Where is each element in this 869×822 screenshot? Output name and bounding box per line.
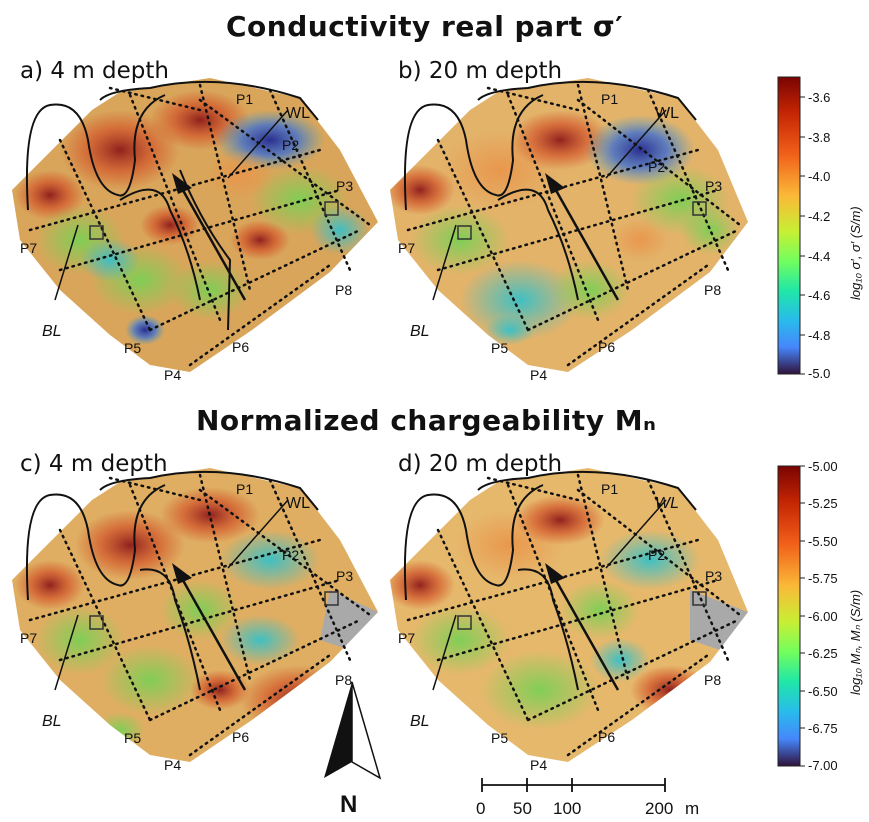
- cbar-bottom-label: log₁₀ Mₙ, Mₙ (S/m): [848, 590, 863, 695]
- label-p8-c: P8: [335, 672, 352, 688]
- scale-unit: m: [685, 799, 699, 818]
- north-label: N: [340, 791, 357, 818]
- cbar-bottom-tick-6: -6.50: [808, 684, 838, 699]
- cbar-bottom-tick-5: -6.25: [808, 646, 838, 661]
- panel-label-d: d) 20 m depth: [398, 451, 563, 477]
- panel-label-a: a) 4 m depth: [20, 58, 169, 84]
- label-p4-d: P4: [530, 757, 547, 773]
- label-p7-c: P7: [20, 630, 37, 646]
- north-arrow-icon: N: [324, 681, 382, 818]
- scale-bar: 0 50 100 200 m: [476, 778, 699, 818]
- label-p2-a: P2: [282, 137, 299, 153]
- section-title-chargeability: Normalized chargeability Mₙ: [196, 404, 657, 437]
- label-p7-a: P7: [20, 240, 37, 256]
- panel-label-b: b) 20 m depth: [398, 58, 563, 84]
- cbar-bottom-tick-8: -7.00: [808, 758, 838, 773]
- label-p3-d: P3: [705, 568, 722, 584]
- panel-label-c: c) 4 m depth: [20, 451, 168, 477]
- cbar-top-tick-5: -4.6: [808, 288, 830, 303]
- label-p5-c: P5: [124, 730, 141, 746]
- cbar-bottom-tick-2: -5.50: [808, 534, 838, 549]
- cbar-top-tick-6: -4.8: [808, 328, 830, 343]
- label-p1-b: P1: [601, 91, 618, 107]
- label-wl-a: WL: [286, 105, 310, 122]
- label-bl-a: BL: [42, 323, 62, 340]
- cbar-top-tick-3: -4.2: [808, 209, 830, 224]
- label-p6-c: P6: [232, 729, 249, 745]
- label-p8-b: P8: [704, 282, 721, 298]
- cbar-bottom-tick-7: -6.75: [808, 721, 838, 736]
- map-panel-b: [390, 78, 748, 372]
- label-p2-d: P2: [648, 547, 665, 563]
- label-p3-b: P3: [705, 178, 722, 194]
- colorbar-chargeability: -5.00 -5.25 -5.50 -5.75 -6.00 -6.25 -6.5…: [777, 459, 863, 773]
- label-p8-d: P8: [704, 672, 721, 688]
- cbar-top-label: log₁₀ σ′, σ′ (S/m): [848, 206, 863, 300]
- label-bl-d: BL: [410, 713, 430, 730]
- label-p6-d: P6: [598, 729, 615, 745]
- cbar-bottom-tick-0: -5.00: [808, 459, 838, 474]
- label-p4-c: P4: [164, 757, 181, 773]
- label-p7-d: P7: [398, 630, 415, 646]
- label-p2-c: P2: [282, 547, 299, 563]
- label-p2-b: P2: [648, 159, 665, 175]
- cbar-bottom-tick-3: -5.75: [808, 571, 838, 586]
- label-wl-d: WL: [655, 495, 679, 512]
- scale-tick-0: 0: [476, 799, 485, 818]
- label-p1-a: P1: [236, 91, 253, 107]
- map-panel-d: [390, 468, 748, 762]
- label-p7-b: P7: [398, 240, 415, 256]
- colorbar-conductivity: -3.6 -3.8 -4.0 -4.2 -4.4 -4.6 -4.8 -5.0 …: [777, 76, 863, 381]
- cbar-bottom-tick-1: -5.25: [808, 496, 838, 511]
- label-p4-a: P4: [164, 367, 181, 383]
- cbar-top-tick-7: -5.0: [808, 366, 830, 381]
- label-p5-b: P5: [491, 340, 508, 356]
- scale-tick-100: 100: [553, 799, 581, 818]
- label-wl-b: WL: [655, 105, 679, 122]
- label-bl-b: BL: [410, 323, 430, 340]
- section-title-conductivity: Conductivity real part σ′: [226, 10, 624, 43]
- cbar-top-tick-1: -3.8: [808, 130, 830, 145]
- cbar-top-tick-4: -4.4: [808, 249, 830, 264]
- label-p1-c: P1: [236, 481, 253, 497]
- cbar-bottom-tick-4: -6.00: [808, 609, 838, 624]
- scale-tick-50: 50: [513, 799, 532, 818]
- label-p8-a: P8: [335, 282, 352, 298]
- profile-labels: P1 P2 P3 P4 P5 P6 P7 P8 WL BL P1 P2 P3 P…: [20, 91, 722, 773]
- label-p4-b: P4: [530, 367, 547, 383]
- scale-tick-200: 200: [645, 799, 673, 818]
- label-p6-b: P6: [598, 339, 615, 355]
- label-wl-c: WL: [286, 495, 310, 512]
- cbar-top-tick-0: -3.6: [808, 90, 830, 105]
- label-p5-a: P5: [124, 340, 141, 356]
- label-p3-a: P3: [336, 178, 353, 194]
- label-p3-c: P3: [336, 568, 353, 584]
- label-p6-a: P6: [232, 339, 249, 355]
- cbar-top-tick-2: -4.0: [808, 169, 830, 184]
- label-bl-c: BL: [42, 713, 62, 730]
- label-p1-d: P1: [601, 481, 618, 497]
- label-p5-d: P5: [491, 730, 508, 746]
